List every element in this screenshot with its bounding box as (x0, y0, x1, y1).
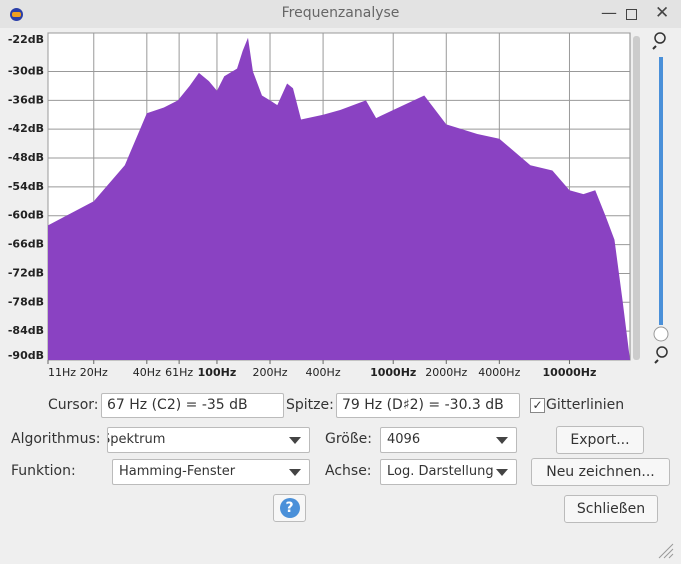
cursor-label: Cursor: (48, 397, 99, 413)
help-icon: ? (279, 498, 300, 518)
spectrum-area (48, 37, 630, 360)
zoom-out-handle (654, 359, 659, 364)
x-tick-label: 40Hz (133, 366, 161, 379)
export-button[interactable]: Export... (556, 426, 644, 454)
y-tick-label: -90dB (8, 349, 44, 362)
axis-label: Achse: (325, 463, 372, 479)
x-tick-label: 10000Hz (543, 366, 597, 379)
y-tick-label: -30dB (8, 64, 44, 77)
maximize-button[interactable] (626, 9, 637, 20)
plot-scrollbar[interactable] (633, 36, 640, 360)
zoom-in-handle (652, 45, 657, 50)
close-window-button[interactable]: ✕ (655, 3, 670, 23)
size-value: 4096 (387, 432, 421, 447)
window-title: Frequenzanalyse (281, 5, 400, 21)
algorithm-label: Algorithmus: (11, 431, 101, 447)
size-select[interactable]: 4096 (380, 427, 517, 453)
function-value: Hamming-Fenster (119, 464, 236, 479)
y-tick-label: -72dB (8, 266, 44, 279)
x-tick-label: 20Hz (80, 366, 108, 379)
y-tick-label: -36dB (8, 93, 44, 106)
y-tick-label: -54dB (8, 180, 44, 193)
peak-label: Spitze: (286, 397, 334, 413)
grid-label[interactable]: Gitterlinien (546, 397, 625, 413)
algorithm-select[interactable]: Spektrum (107, 427, 310, 453)
redraw-button[interactable]: Neu zeichnen... (531, 458, 670, 486)
x-tick-label: 100Hz (198, 366, 237, 379)
x-tick-label: 400Hz (306, 366, 341, 379)
app-icon (10, 8, 23, 21)
y-tick-label: -60dB (8, 209, 44, 222)
resize-grip (658, 543, 674, 559)
peak-field[interactable]: 79 Hz (D♯2) = -30.3 dB (336, 393, 520, 418)
x-tick-label: 1000Hz (370, 366, 416, 379)
y-tick-label: -84dB (8, 324, 44, 337)
zoom-knob[interactable] (653, 326, 669, 342)
zoom-in[interactable] (654, 32, 666, 44)
algorithm-value: Spektrum (107, 432, 166, 447)
x-tick-label: 4000Hz (478, 366, 520, 379)
title-bar: Frequenzanalyse — ✕ (0, 0, 681, 28)
minimize-button[interactable]: — (601, 3, 617, 22)
x-tick-label: 61Hz (165, 366, 193, 379)
spectrum-chart: -22dB -30dB -36dB -42dB -48dB -54dB -60dB -66dB… (8, 32, 669, 379)
x-tick-label: 200Hz (252, 366, 287, 379)
x-tick-label: 11Hz (48, 366, 76, 379)
close-button[interactable]: Schließen (564, 495, 658, 523)
axis-value: Log. Darstellung (387, 464, 494, 479)
size-label: Größe: (325, 431, 373, 447)
help-button[interactable]: ? (273, 494, 306, 522)
grid-checkbox[interactable]: ✓ (530, 398, 545, 413)
zoom-slider[interactable] (659, 57, 663, 325)
function-label: Funktion: (11, 463, 76, 479)
cursor-field[interactable]: 67 Hz (C2) = -35 dB (101, 393, 284, 418)
x-tick-label: 2000Hz (425, 366, 467, 379)
y-tick-label: -42dB (8, 122, 44, 135)
function-select[interactable]: Hamming-Fenster (112, 459, 310, 485)
y-tick-label: -48dB (8, 151, 44, 164)
y-tick-label: -78dB (8, 295, 44, 308)
y-tick-label: -22dB (8, 33, 44, 46)
axis-select[interactable]: Log. Darstellung (380, 459, 517, 485)
zoom-out[interactable] (656, 346, 668, 358)
y-tick-label: -66dB (8, 238, 44, 251)
